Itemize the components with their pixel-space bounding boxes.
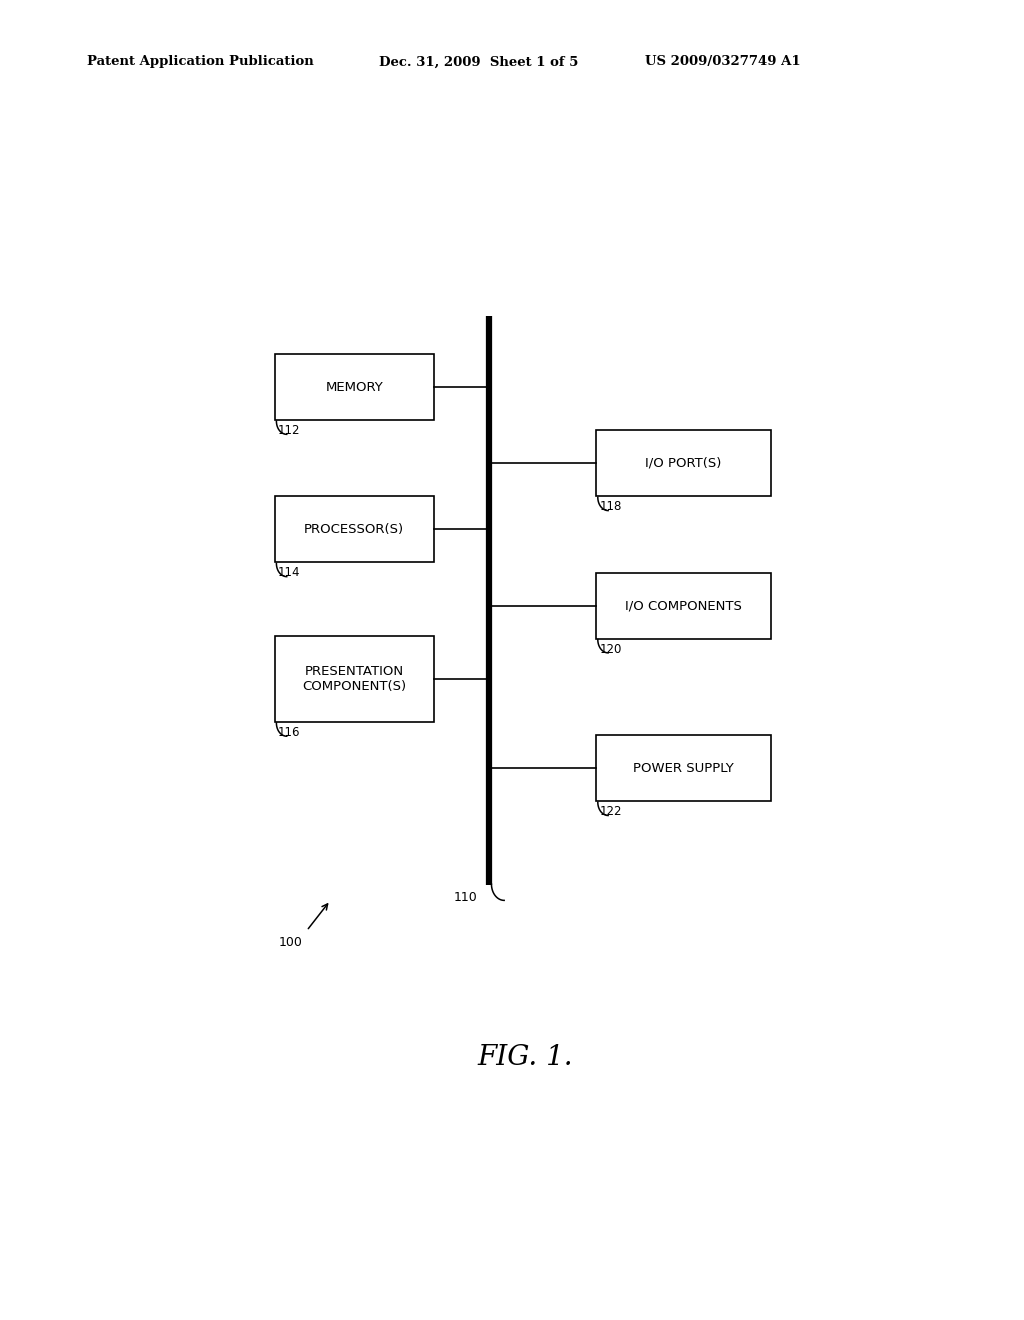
FancyBboxPatch shape bbox=[274, 496, 433, 562]
Text: US 2009/0327749 A1: US 2009/0327749 A1 bbox=[645, 55, 801, 69]
Text: Dec. 31, 2009  Sheet 1 of 5: Dec. 31, 2009 Sheet 1 of 5 bbox=[379, 55, 579, 69]
Text: 118: 118 bbox=[599, 500, 622, 513]
Text: 100: 100 bbox=[279, 936, 303, 949]
FancyBboxPatch shape bbox=[274, 636, 433, 722]
Text: PROCESSOR(S): PROCESSOR(S) bbox=[304, 523, 404, 536]
Text: 110: 110 bbox=[454, 891, 477, 904]
Text: MEMORY: MEMORY bbox=[326, 380, 383, 393]
FancyBboxPatch shape bbox=[274, 354, 433, 420]
FancyBboxPatch shape bbox=[596, 573, 771, 639]
Text: Patent Application Publication: Patent Application Publication bbox=[87, 55, 313, 69]
Text: 116: 116 bbox=[278, 726, 300, 739]
Text: FIG. 1.: FIG. 1. bbox=[477, 1044, 572, 1072]
Text: 122: 122 bbox=[599, 805, 622, 818]
Text: 120: 120 bbox=[599, 643, 622, 656]
Text: PRESENTATION
COMPONENT(S): PRESENTATION COMPONENT(S) bbox=[302, 665, 407, 693]
Text: I/O COMPONENTS: I/O COMPONENTS bbox=[625, 599, 742, 612]
Text: I/O PORT(S): I/O PORT(S) bbox=[645, 457, 722, 470]
Text: POWER SUPPLY: POWER SUPPLY bbox=[633, 762, 734, 775]
Text: 112: 112 bbox=[278, 424, 300, 437]
FancyBboxPatch shape bbox=[596, 735, 771, 801]
Text: 114: 114 bbox=[278, 566, 300, 579]
FancyBboxPatch shape bbox=[596, 430, 771, 496]
